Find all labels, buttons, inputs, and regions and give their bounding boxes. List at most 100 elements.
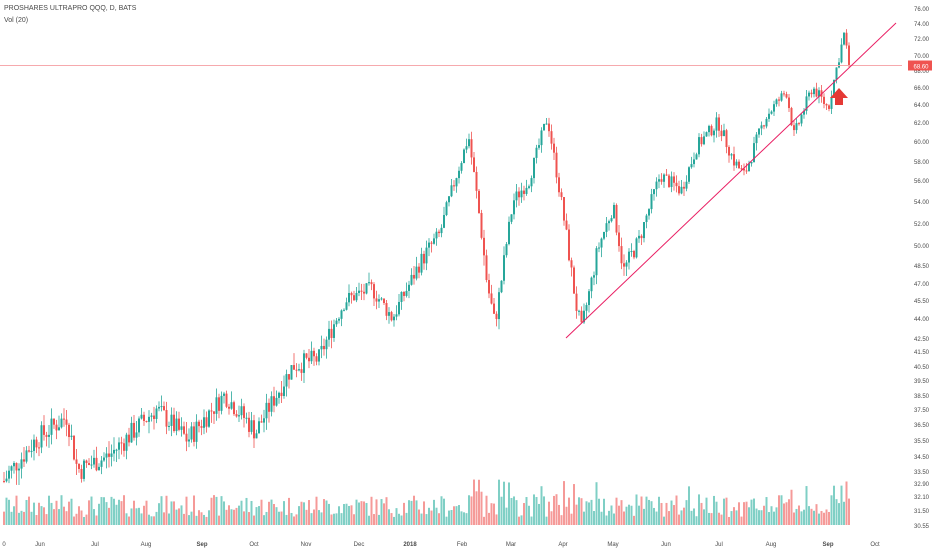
candle-body xyxy=(775,99,778,105)
candle-body xyxy=(180,426,183,430)
candle-body xyxy=(793,125,795,131)
candle-body xyxy=(593,275,595,278)
volume-bar xyxy=(565,506,568,525)
volume-bar xyxy=(408,500,410,525)
volume-bar xyxy=(98,503,100,525)
candle-body xyxy=(395,314,398,317)
volume-bar xyxy=(383,503,385,525)
price-tick-label: 40.50 xyxy=(914,365,930,371)
volume-bar xyxy=(495,514,498,525)
volume-bar xyxy=(523,503,525,525)
candle-body xyxy=(20,459,23,469)
volume-bar xyxy=(630,505,633,525)
volume-bar xyxy=(133,500,135,525)
volume-bar xyxy=(668,511,670,525)
legend: PROSHARES ULTRAPRO QQQ, D, BATS Vol (20) xyxy=(4,3,136,27)
candle-body xyxy=(515,191,518,201)
candle-body xyxy=(638,235,640,239)
volume-bar xyxy=(228,505,230,525)
volume-bar xyxy=(825,509,828,525)
time-tick-label: Sep xyxy=(196,542,207,548)
volume-bar xyxy=(603,498,605,525)
candle-body xyxy=(645,215,648,223)
volume-bar xyxy=(323,499,325,525)
candle-body xyxy=(248,417,250,432)
volume-bar xyxy=(580,498,583,525)
candle-body xyxy=(170,414,173,426)
volume-bar xyxy=(195,515,198,525)
volume-bar xyxy=(515,500,518,525)
candle-body xyxy=(228,406,230,409)
volume-bar xyxy=(430,510,433,525)
candle-body xyxy=(578,310,580,312)
volume-bar xyxy=(525,497,528,525)
volume-bar xyxy=(433,499,435,525)
volume-bar xyxy=(530,516,533,525)
volume-bar xyxy=(840,485,843,525)
candle-body xyxy=(205,417,208,427)
volume-bar xyxy=(255,507,258,525)
candle-body xyxy=(363,291,365,294)
time-tick-label: Apr xyxy=(558,542,567,548)
price-tick-label: 36.50 xyxy=(914,423,930,429)
volume-bar xyxy=(283,501,285,525)
volume-bar xyxy=(798,505,800,525)
volume-bar xyxy=(785,502,788,525)
candle-body xyxy=(185,433,188,442)
volume-bar xyxy=(163,512,165,525)
volume-bar xyxy=(505,507,508,525)
candle-body xyxy=(468,139,470,147)
volume-bar xyxy=(820,510,823,525)
volume-bar xyxy=(28,496,30,525)
candle-body xyxy=(163,406,165,411)
volume-bar xyxy=(550,511,553,525)
volume-bar xyxy=(800,511,803,525)
candle-body xyxy=(388,312,390,316)
volume-bar xyxy=(403,502,405,525)
candle-body xyxy=(350,292,353,296)
candle-body xyxy=(353,295,355,301)
volume-bar xyxy=(725,497,728,525)
candle-body xyxy=(558,177,560,193)
volume-bar xyxy=(713,495,715,525)
price-tick-label: 52.00 xyxy=(914,222,930,228)
candle-body xyxy=(513,200,515,215)
volume-bar xyxy=(308,500,310,525)
volume-bar xyxy=(223,501,225,525)
candle-body xyxy=(218,397,220,411)
volume-bar xyxy=(235,507,238,525)
time-tick-label: Jul xyxy=(715,542,723,548)
volume-bar xyxy=(40,506,43,525)
volume-bar xyxy=(348,505,350,525)
candle-body xyxy=(443,215,445,228)
candle-body xyxy=(543,123,545,131)
volume-bar xyxy=(770,506,773,525)
candle-body xyxy=(678,186,680,194)
volume-bar xyxy=(568,497,570,525)
volume-bar xyxy=(625,506,628,525)
up-arrow-icon xyxy=(830,88,848,105)
candle-body xyxy=(778,99,780,101)
candle-body xyxy=(768,113,770,119)
volume-bar xyxy=(753,498,755,525)
volume-bar xyxy=(145,500,148,525)
volume-bar xyxy=(338,506,340,525)
volume-bar xyxy=(608,510,610,525)
price-tick-label: 60.00 xyxy=(914,140,930,146)
volume-bar xyxy=(510,497,513,525)
volume-bar xyxy=(200,512,203,525)
candle-body xyxy=(33,439,35,451)
candle-body xyxy=(603,231,605,239)
volume-bar xyxy=(610,505,613,525)
candle-body xyxy=(18,468,20,471)
volume-bar xyxy=(370,496,373,525)
volume-bar xyxy=(80,510,83,525)
volume-bar xyxy=(10,511,13,525)
volume-bar xyxy=(475,491,478,525)
volume-bar xyxy=(358,502,360,525)
time-tick-label: Jun xyxy=(35,542,45,548)
candle-body xyxy=(88,463,90,466)
candle-body xyxy=(113,449,115,454)
